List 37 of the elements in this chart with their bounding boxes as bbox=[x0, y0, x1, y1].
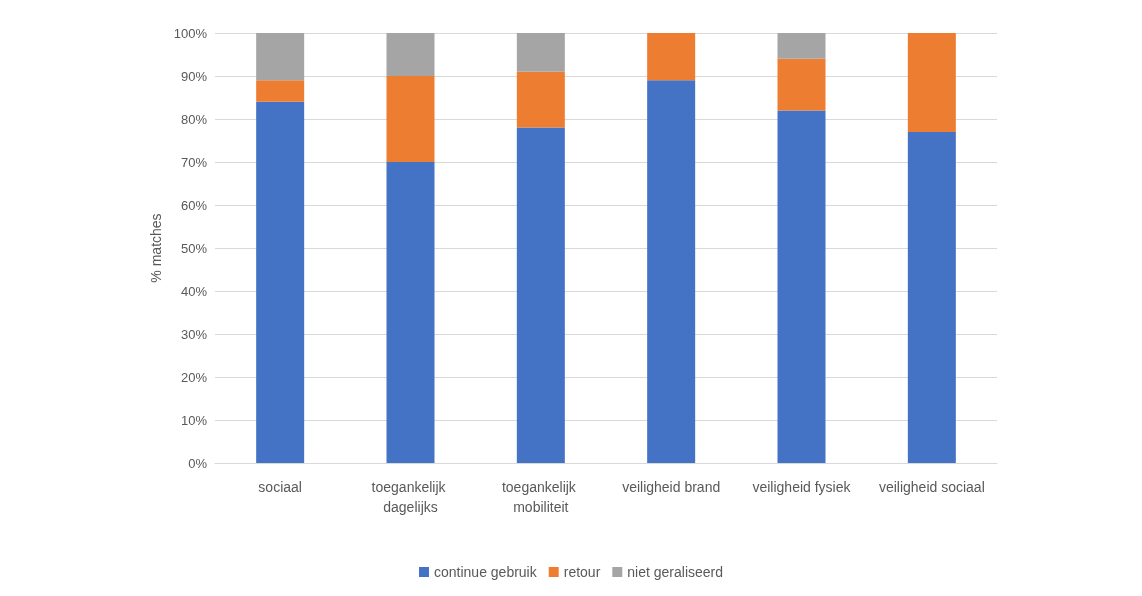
bar bbox=[386, 162, 435, 463]
y-tick-label: 40% bbox=[180, 283, 208, 299]
bar bbox=[777, 33, 826, 59]
x-tick-label: sociaal bbox=[258, 479, 302, 495]
x-tick-label: veiligheid sociaal bbox=[878, 479, 985, 495]
x-tick-label: toegankelijk mobiliteit bbox=[501, 479, 580, 515]
bar bbox=[386, 76, 435, 162]
bar bbox=[647, 80, 696, 463]
bar bbox=[256, 33, 305, 81]
y-tick-label: 60% bbox=[180, 197, 208, 213]
bar bbox=[647, 33, 696, 81]
x-tick-label: veiligheid brand bbox=[622, 479, 721, 495]
y-tick-label: 70% bbox=[180, 154, 208, 170]
bar bbox=[386, 33, 435, 76]
bar bbox=[907, 33, 956, 132]
legend-label: niet geraliseerd bbox=[627, 564, 724, 580]
x-tick-label: toegankelijk dagelijks bbox=[371, 479, 450, 515]
y-tick-label: 0% bbox=[188, 455, 208, 471]
bar bbox=[516, 127, 565, 463]
legend-label: retour bbox=[563, 564, 601, 580]
bar bbox=[256, 101, 305, 463]
y-tick-label: 30% bbox=[180, 326, 208, 342]
bar bbox=[777, 110, 826, 463]
x-tick-label: veiligheid fysiek bbox=[752, 479, 852, 495]
bar bbox=[516, 71, 565, 128]
y-tick-label: 20% bbox=[180, 369, 208, 385]
bar bbox=[777, 58, 826, 111]
y-tick-label: 50% bbox=[180, 240, 208, 256]
y-axis-title: % matches bbox=[147, 213, 164, 283]
legend-label: continue gebruik bbox=[433, 564, 538, 580]
y-tick-label: 10% bbox=[180, 412, 208, 428]
bar bbox=[256, 80, 305, 102]
y-tick-label: 90% bbox=[180, 68, 208, 84]
bar bbox=[516, 33, 565, 72]
y-tick-label: 100% bbox=[173, 25, 208, 41]
y-tick-label: 80% bbox=[180, 111, 208, 127]
bar bbox=[907, 131, 956, 463]
